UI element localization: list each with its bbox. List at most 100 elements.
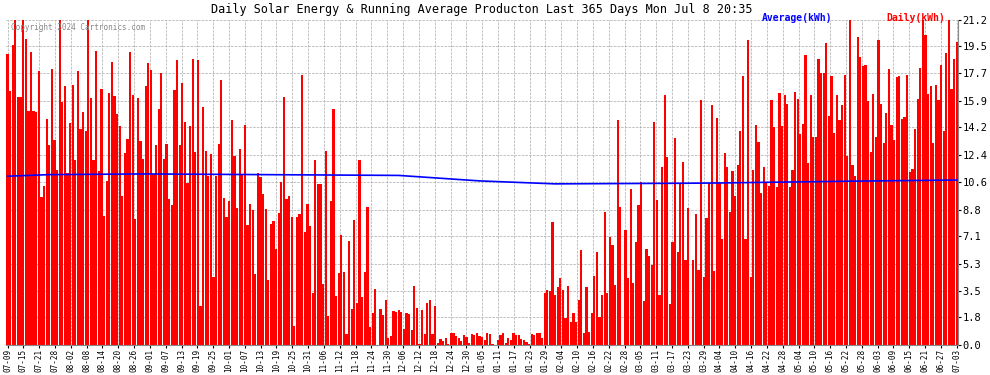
Bar <box>515 334 517 345</box>
Bar <box>234 156 236 345</box>
Bar <box>71 85 74 345</box>
Bar <box>145 86 147 345</box>
Bar <box>49 146 50 345</box>
Bar <box>346 334 347 345</box>
Bar <box>713 271 716 345</box>
Bar <box>348 242 350 345</box>
Bar <box>155 145 157 345</box>
Bar <box>406 313 408 345</box>
Bar <box>186 183 188 345</box>
Bar <box>163 159 165 345</box>
Bar <box>424 334 426 345</box>
Bar <box>502 333 504 345</box>
Bar <box>197 60 199 345</box>
Bar <box>170 206 173 345</box>
Bar <box>236 208 239 345</box>
Bar <box>108 93 110 345</box>
Bar <box>149 70 152 345</box>
Bar <box>129 52 132 345</box>
Bar <box>92 160 95 345</box>
Bar <box>301 75 303 345</box>
Bar <box>199 306 202 345</box>
Bar <box>754 126 757 345</box>
Bar <box>732 171 734 345</box>
Bar <box>770 100 773 345</box>
Bar <box>554 295 556 345</box>
Bar <box>635 242 638 345</box>
Bar <box>178 144 181 345</box>
Bar <box>909 172 911 345</box>
Bar <box>215 176 217 345</box>
Bar <box>773 128 775 345</box>
Bar <box>591 312 593 345</box>
Text: Daily(kWh): Daily(kWh) <box>886 13 944 23</box>
Bar <box>398 310 400 345</box>
Bar <box>663 95 666 345</box>
Bar <box>580 250 582 345</box>
Bar <box>953 59 955 345</box>
Bar <box>614 285 616 345</box>
Bar <box>526 342 528 345</box>
Bar <box>625 230 627 345</box>
Bar <box>719 183 721 345</box>
Bar <box>400 312 402 345</box>
Bar <box>786 104 788 345</box>
Bar <box>304 232 306 345</box>
Bar <box>776 187 778 345</box>
Bar <box>744 238 746 345</box>
Bar <box>142 159 145 345</box>
Bar <box>312 293 314 345</box>
Bar <box>947 20 950 345</box>
Bar <box>210 154 212 345</box>
Bar <box>189 126 191 345</box>
Bar <box>176 60 178 345</box>
Bar <box>724 153 726 345</box>
Bar <box>523 340 525 345</box>
Bar <box>841 105 843 345</box>
Bar <box>457 338 459 345</box>
Bar <box>752 170 754 345</box>
Bar <box>562 290 564 345</box>
Bar <box>898 76 901 345</box>
Bar <box>355 303 358 345</box>
Bar <box>46 119 48 345</box>
Bar <box>833 133 836 345</box>
Bar <box>20 97 22 345</box>
Bar <box>432 334 434 345</box>
Bar <box>539 333 541 345</box>
Bar <box>247 225 248 345</box>
Bar <box>883 143 885 345</box>
Bar <box>666 157 668 345</box>
Bar <box>846 156 848 345</box>
Bar <box>427 303 429 345</box>
Bar <box>791 170 794 345</box>
Bar <box>922 20 924 345</box>
Bar <box>119 126 121 345</box>
Bar <box>658 296 660 345</box>
Bar <box>437 343 439 345</box>
Bar <box>486 333 488 345</box>
Bar <box>330 201 332 345</box>
Bar <box>205 152 207 345</box>
Bar <box>588 332 590 345</box>
Bar <box>470 334 473 345</box>
Bar <box>462 335 465 345</box>
Bar <box>572 313 574 345</box>
Bar <box>192 58 194 345</box>
Bar <box>548 291 551 345</box>
Bar <box>861 66 864 345</box>
Bar <box>63 86 66 345</box>
Bar <box>43 186 46 345</box>
Bar <box>77 71 79 345</box>
Bar <box>885 113 887 345</box>
Bar <box>283 98 285 345</box>
Bar <box>797 99 799 345</box>
Bar <box>473 335 475 345</box>
Bar <box>627 279 630 345</box>
Bar <box>708 183 710 345</box>
Bar <box>848 20 851 345</box>
Bar <box>826 42 828 345</box>
Bar <box>100 89 103 345</box>
Bar <box>165 144 167 345</box>
Bar <box>896 77 898 345</box>
